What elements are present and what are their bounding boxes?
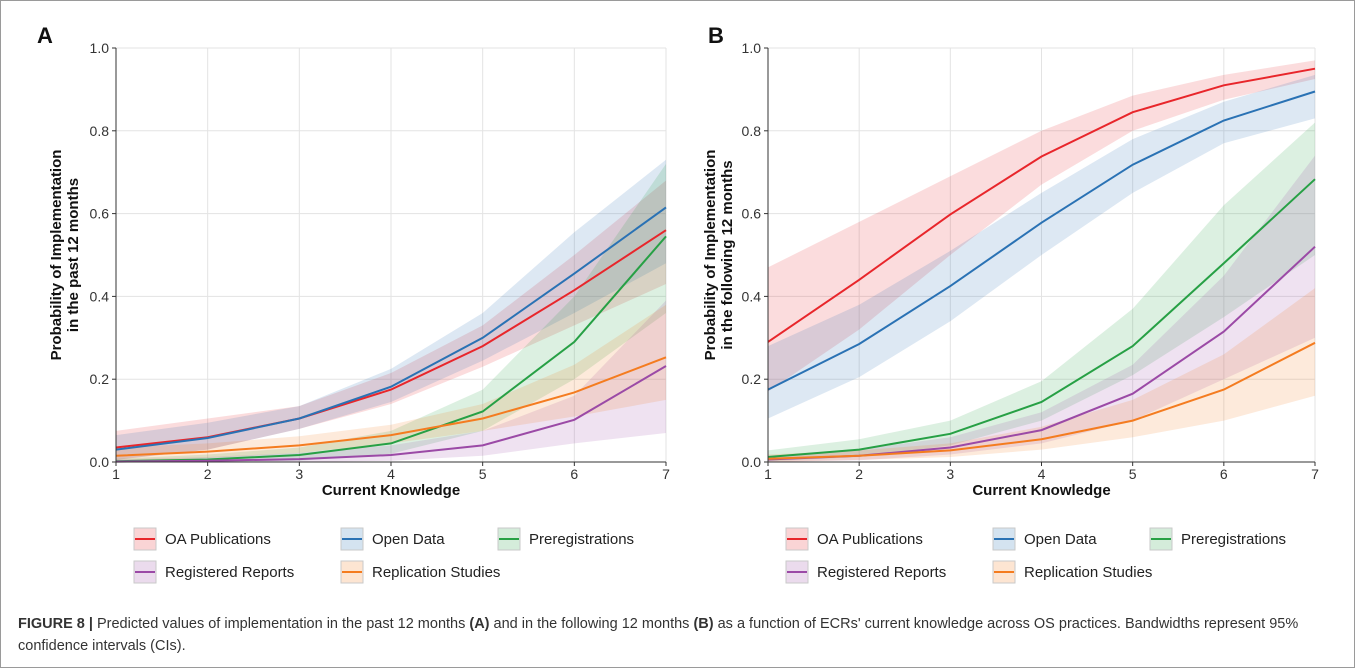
legend-label: Open Data bbox=[372, 531, 445, 548]
confidence-band bbox=[116, 300, 666, 462]
panel-a: 1 2 3 4 5 6 7 0.0 0.2 0.4 0.6 0.8 1.0 Current Knowled… bbox=[37, 23, 670, 499]
y-tick-label: 0.6 bbox=[90, 206, 110, 222]
panel-label: B bbox=[708, 23, 724, 48]
legend-label: Replication Studies bbox=[1024, 564, 1152, 581]
y-tick-label: 0.6 bbox=[742, 206, 762, 222]
caption-text-3: as a function of ECRs' current knowledge… bbox=[18, 616, 1299, 654]
x-tick-label: 6 bbox=[570, 466, 578, 482]
legend-b: OA Publications Open Data Preregistrations… bbox=[785, 527, 1286, 584]
series-line bbox=[767, 341, 1316, 460]
series-line bbox=[115, 235, 667, 463]
x-axis-title: Current Knowledge bbox=[322, 482, 460, 499]
series-line bbox=[767, 178, 1316, 458]
legend-a: OA Publications Open Data Preregistrations… bbox=[133, 527, 634, 584]
legend-label: Replication Studies bbox=[372, 564, 500, 581]
confidence-band bbox=[116, 159, 666, 460]
x-tick-label: 5 bbox=[479, 466, 487, 482]
legend-label: OA Publications bbox=[817, 531, 923, 548]
x-tick-label: 7 bbox=[662, 466, 670, 482]
legend-label: Preregistrations bbox=[529, 531, 634, 548]
series-line bbox=[767, 67, 1316, 343]
x-tick-label: 3 bbox=[946, 466, 954, 482]
x-tick-label: 2 bbox=[855, 466, 863, 482]
figure-canvas: 1 2 3 4 5 6 7 0.0 0.2 0.4 0.6 0.8 1.0 Current Knowled… bbox=[37, 23, 1319, 584]
y-axis-title-line: in the following 12 months bbox=[719, 160, 736, 349]
x-tick-label: 3 bbox=[295, 466, 303, 482]
confidence-band bbox=[768, 60, 1315, 392]
series-line bbox=[115, 365, 667, 463]
y-axis-title-line: Probability of Implementation bbox=[48, 150, 65, 361]
panel-label: A bbox=[37, 23, 53, 48]
x-tick-label: 4 bbox=[1038, 466, 1046, 482]
confidence-band bbox=[768, 74, 1315, 419]
y-tick-label: 1.0 bbox=[742, 40, 762, 56]
legend-label: Registered Reports bbox=[817, 564, 946, 581]
y-tick-label: 1.0 bbox=[90, 40, 110, 56]
y-axis-title-line: in the past 12 months bbox=[65, 178, 82, 332]
caption-ref-b: (B) bbox=[693, 616, 714, 632]
confidence-band bbox=[768, 155, 1315, 462]
x-tick-label: 7 bbox=[1311, 466, 1319, 482]
y-axis-title-line: Probability of Implementation bbox=[702, 150, 719, 361]
caption-text-1: Predicted values of implementation in th… bbox=[92, 616, 470, 632]
y-tick-label: 0.0 bbox=[742, 454, 762, 470]
caption-ref-a: (A) bbox=[469, 616, 490, 632]
caption-text-2: and in the following 12 months bbox=[489, 616, 694, 632]
y-tick-label: 0.2 bbox=[90, 371, 110, 387]
series-line bbox=[115, 206, 667, 451]
y-tick-label: 0.8 bbox=[90, 123, 110, 139]
y-axis-title: Probability of Implementationin the foll… bbox=[702, 150, 736, 361]
legend-label: OA Publications bbox=[165, 531, 271, 548]
series-line bbox=[767, 90, 1316, 391]
series-line bbox=[115, 356, 667, 457]
legend-label: Open Data bbox=[1024, 531, 1097, 548]
y-tick-label: 0.2 bbox=[742, 371, 762, 387]
y-tick-label: 0.4 bbox=[742, 288, 762, 304]
legend-label: Preregistrations bbox=[1181, 531, 1286, 548]
caption-label: FIGURE 8 | bbox=[18, 616, 93, 632]
x-tick-label: 2 bbox=[204, 466, 212, 482]
y-tick-label: 0.4 bbox=[90, 288, 110, 304]
confidence-band bbox=[768, 122, 1315, 462]
x-tick-label: 4 bbox=[387, 466, 395, 482]
confidence-band bbox=[116, 304, 666, 462]
x-tick-label: 1 bbox=[764, 466, 772, 482]
y-tick-label: 0.0 bbox=[90, 454, 110, 470]
x-tick-label: 6 bbox=[1220, 466, 1228, 482]
confidence-band bbox=[768, 288, 1315, 462]
x-tick-label: 1 bbox=[112, 466, 120, 482]
y-tick-label: 0.8 bbox=[742, 123, 762, 139]
panel-b: 1 2 3 4 5 6 7 0.0 0.2 0.4 0.6 0.8 1.0 Current Knowled… bbox=[702, 23, 1319, 499]
x-axis-title: Current Knowledge bbox=[972, 482, 1110, 499]
y-axis-title: Probability of Implementationin the past… bbox=[48, 150, 82, 361]
legend-label: Registered Reports bbox=[165, 564, 294, 581]
figure-caption: FIGURE 8 | Predicted values of implement… bbox=[18, 613, 1338, 657]
confidence-band bbox=[116, 180, 666, 460]
confidence-band bbox=[116, 163, 666, 462]
x-tick-label: 5 bbox=[1129, 466, 1137, 482]
